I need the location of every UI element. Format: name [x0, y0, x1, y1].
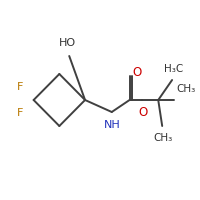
Text: O: O — [133, 66, 142, 78]
Text: HO: HO — [59, 38, 76, 48]
Text: F: F — [17, 108, 23, 118]
Text: NH: NH — [104, 120, 121, 130]
Text: H₃C: H₃C — [164, 64, 184, 74]
Text: CH₃: CH₃ — [154, 133, 173, 143]
Text: O: O — [139, 106, 148, 119]
Text: CH₃: CH₃ — [176, 84, 195, 94]
Text: F: F — [17, 82, 23, 92]
